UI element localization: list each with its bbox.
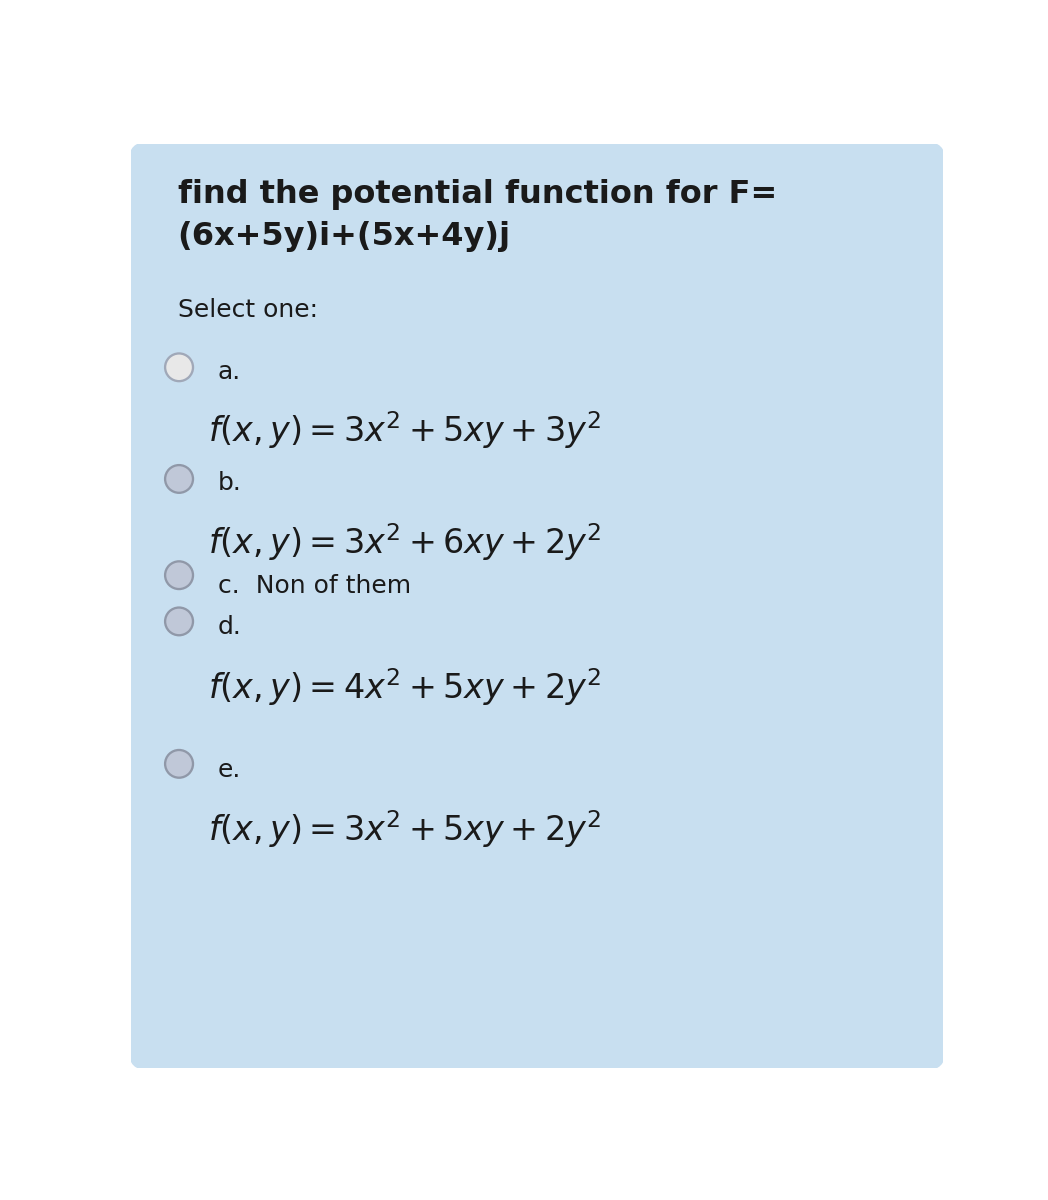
Circle shape (167, 467, 192, 492)
Text: (6x+5y)i+(5x+4y)j: (6x+5y)i+(5x+4y)j (177, 221, 510, 252)
Circle shape (167, 563, 192, 588)
Circle shape (167, 608, 192, 634)
Circle shape (163, 749, 194, 779)
Text: $f(x,y)=3x^2+5xy+2y^2$: $f(x,y)=3x^2+5xy+2y^2$ (209, 808, 602, 850)
FancyBboxPatch shape (129, 142, 945, 1070)
Text: $f(x,y)=4x^2+5xy+2y^2$: $f(x,y)=4x^2+5xy+2y^2$ (209, 666, 602, 708)
Text: e.: e. (218, 757, 241, 781)
Text: d.: d. (218, 616, 242, 640)
Circle shape (163, 560, 194, 590)
Text: $f(x,y)=3x^2+5xy+3y^2$: $f(x,y)=3x^2+5xy+3y^2$ (209, 409, 602, 451)
Text: b.: b. (218, 472, 242, 496)
Text: $f(x,y)=3x^2+6xy+2y^2$: $f(x,y)=3x^2+6xy+2y^2$ (209, 521, 602, 563)
Circle shape (167, 751, 192, 776)
Text: find the potential function for F=: find the potential function for F= (177, 179, 777, 210)
Circle shape (167, 354, 192, 380)
Text: a.: a. (218, 360, 241, 384)
Circle shape (163, 353, 194, 383)
Text: c.  Non of them: c. Non of them (218, 574, 411, 598)
Circle shape (163, 606, 194, 636)
Text: Select one:: Select one: (177, 298, 318, 322)
Circle shape (163, 464, 194, 494)
